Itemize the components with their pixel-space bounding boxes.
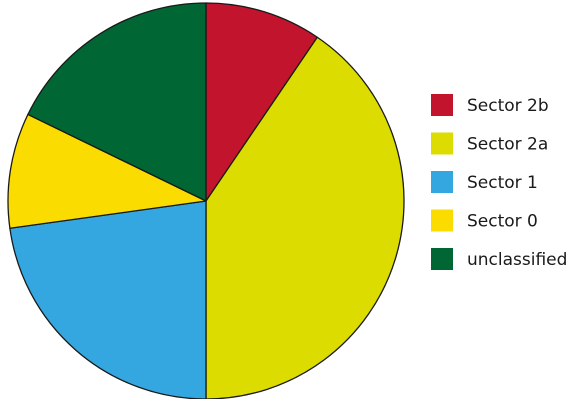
legend-swatch-unclassified <box>431 248 453 270</box>
legend-label-sector-2b: Sector 2b <box>467 96 549 116</box>
legend-swatch-sector-1 <box>431 171 453 193</box>
legend-label-unclassified: unclassified <box>467 250 567 270</box>
pie-slice-sector-2a <box>205 36 405 399</box>
legend-swatch-sector-2b <box>431 94 453 116</box>
legend-label-sector-1: Sector 1 <box>467 173 538 193</box>
legend-swatch-sector-0 <box>431 209 453 232</box>
pie-slice-unclassified <box>27 2 207 202</box>
legend-swatch-sector-2a <box>431 132 453 155</box>
pie-slices <box>7 2 405 399</box>
legend-label-sector-0: Sector 0 <box>467 212 538 232</box>
legend-label-sector-2a: Sector 2a <box>467 135 548 155</box>
legend: Sector 2b Sector 2a Sector 1 Sector 0 unclas… <box>431 94 567 270</box>
pie-slice-sector-0 <box>7 113 207 229</box>
pie-slice-sector-2b <box>205 2 318 202</box>
pie-slice-sector-1 <box>9 200 207 399</box>
